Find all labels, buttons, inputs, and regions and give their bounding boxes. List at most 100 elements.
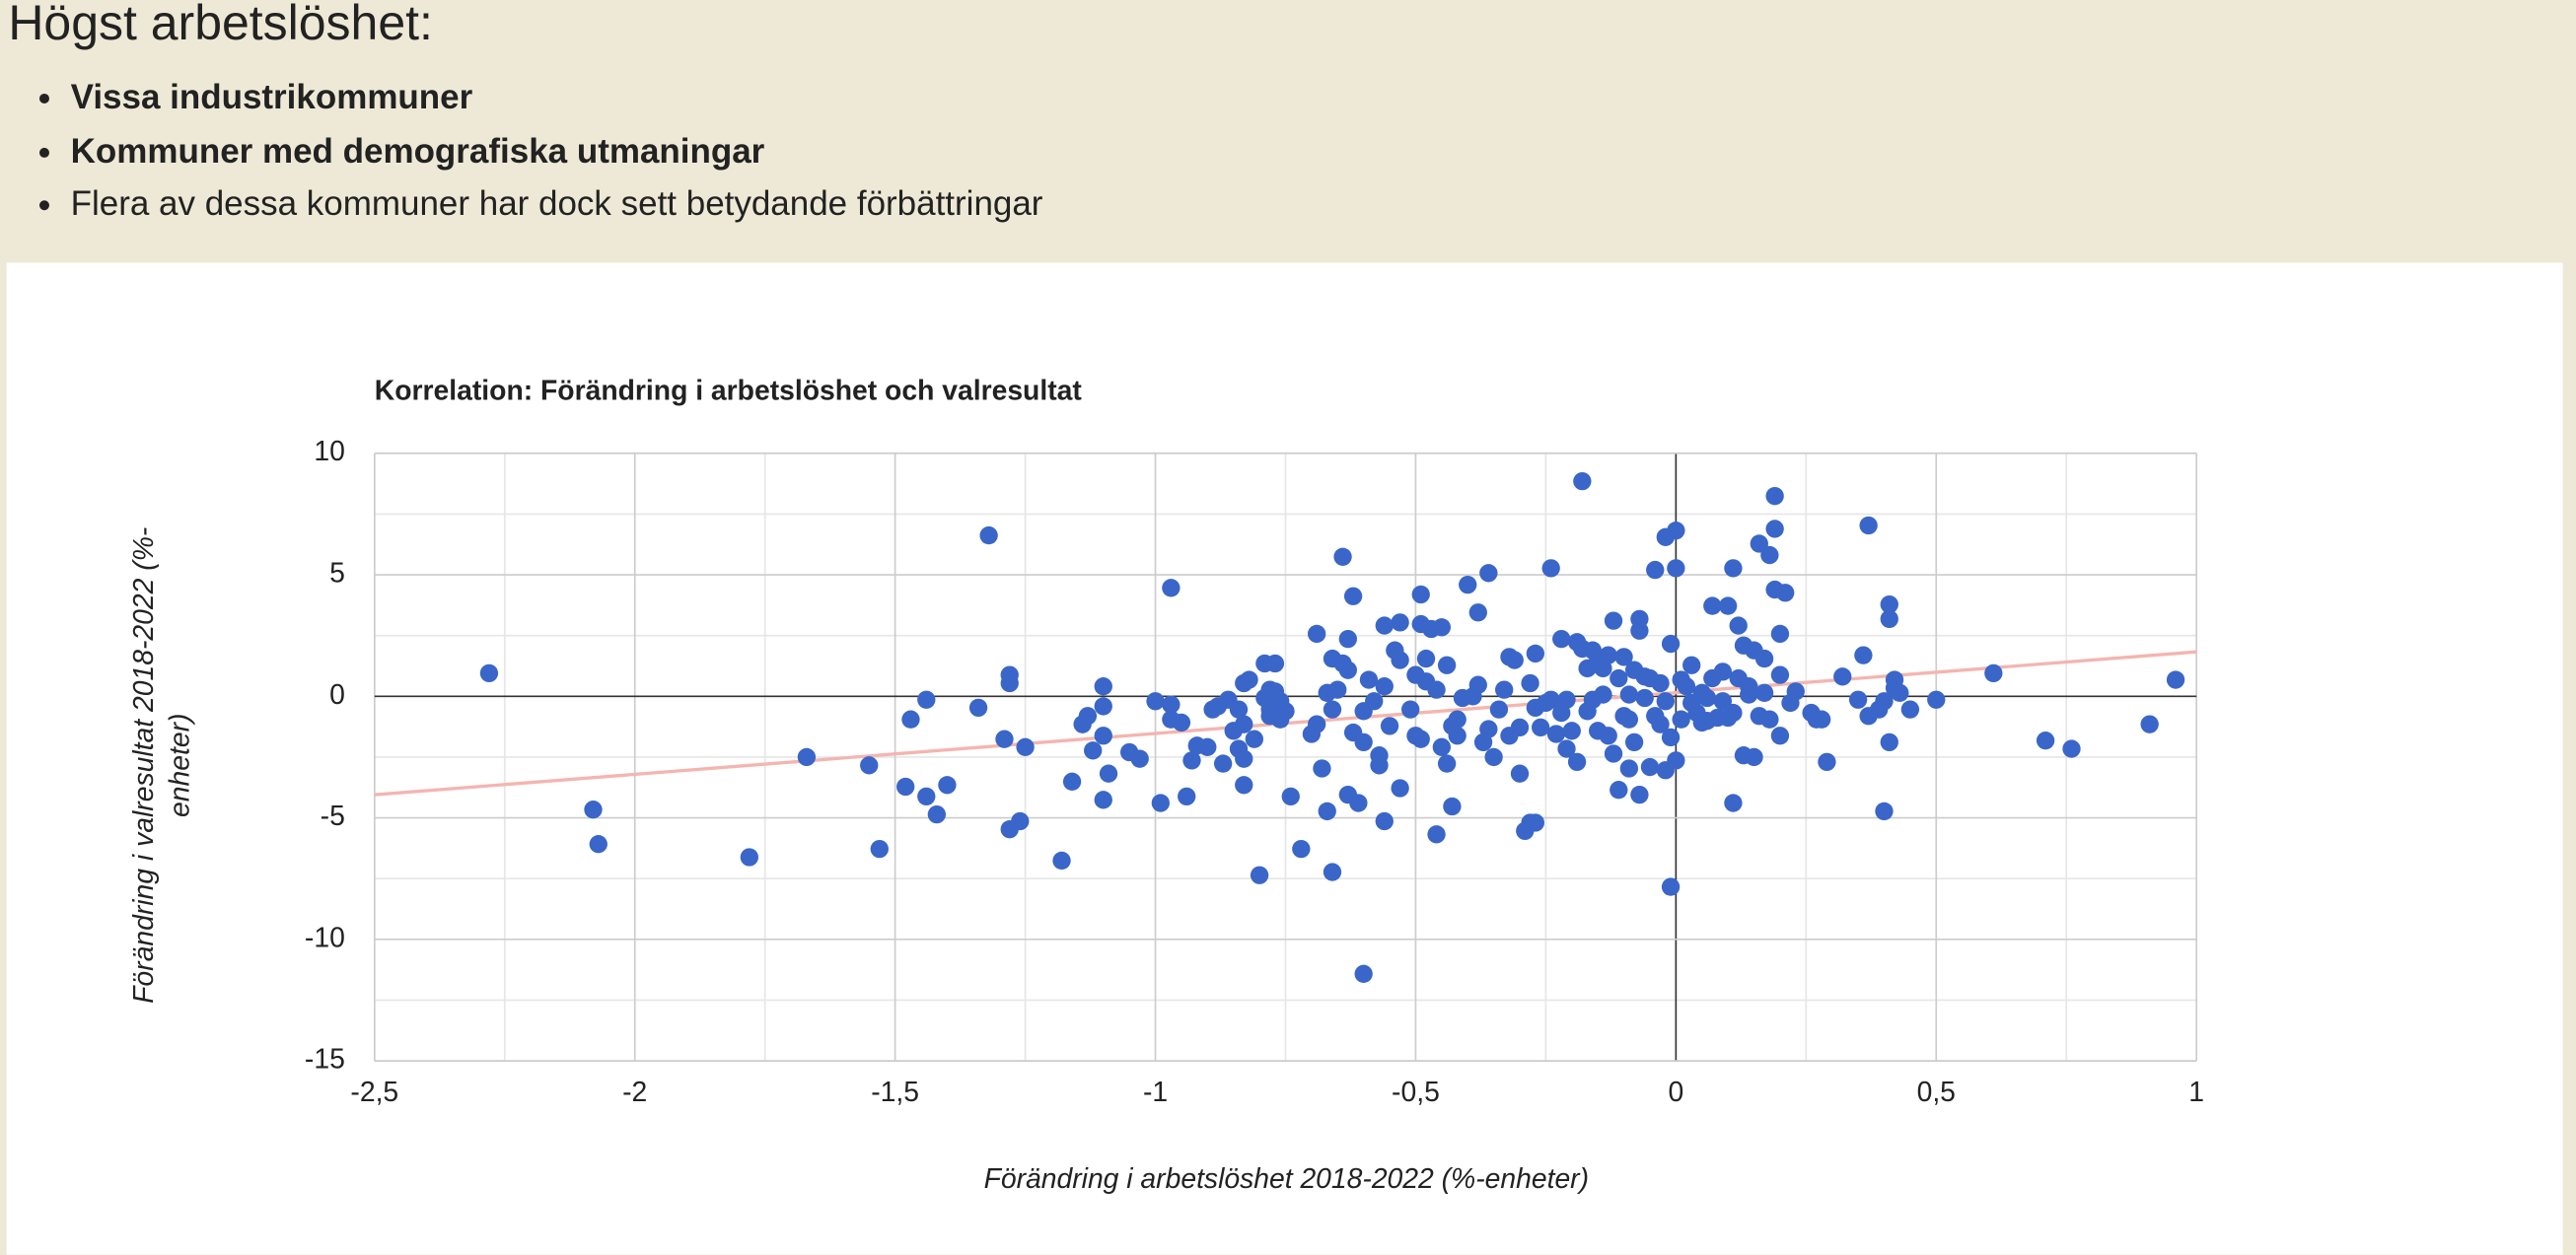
data-point xyxy=(479,663,499,683)
data-point xyxy=(1599,727,1617,745)
x-tick-label: -0,5 xyxy=(1392,1076,1440,1107)
data-point xyxy=(1713,662,1733,681)
data-point xyxy=(1776,584,1795,602)
data-point xyxy=(1437,656,1457,674)
data-point xyxy=(797,747,817,767)
data-point xyxy=(1391,779,1409,798)
data-point xyxy=(1604,744,1623,763)
bullet-item: Flera av dessa kommuner har dock sett be… xyxy=(71,179,1043,233)
data-point xyxy=(1307,624,1326,644)
data-point xyxy=(1359,670,1379,689)
data-point xyxy=(1318,802,1336,821)
data-point xyxy=(1651,715,1670,733)
data-point xyxy=(1468,675,1487,694)
data-point xyxy=(1333,547,1352,566)
data-point xyxy=(917,690,936,709)
data-point xyxy=(1178,787,1196,806)
data-point xyxy=(1448,727,1467,745)
data-point xyxy=(927,804,947,824)
data-point xyxy=(1427,825,1446,844)
data-point xyxy=(1573,471,1592,491)
data-point xyxy=(1880,594,1898,614)
data-point xyxy=(1521,673,1539,693)
data-point xyxy=(1740,677,1758,696)
data-point xyxy=(1448,710,1467,729)
x-tick-label: 1 xyxy=(2188,1076,2204,1107)
data-point xyxy=(1510,764,1530,783)
data-point xyxy=(1640,757,1660,777)
data-point xyxy=(1567,752,1587,772)
data-point xyxy=(1094,791,1112,809)
bullet-item: Vissa industrikommuner xyxy=(71,72,1043,125)
data-point xyxy=(1900,700,1920,719)
data-point xyxy=(1646,560,1665,580)
data-point xyxy=(1891,683,1909,703)
data-point xyxy=(1172,713,1191,732)
data-point xyxy=(1484,747,1503,767)
data-point xyxy=(1531,718,1550,737)
data-point xyxy=(860,756,879,775)
data-point xyxy=(1011,811,1030,831)
data-point xyxy=(2140,715,2159,733)
data-point xyxy=(584,801,603,819)
data-point xyxy=(1313,759,1331,778)
data-point xyxy=(1859,516,1878,535)
data-point xyxy=(1437,754,1457,773)
data-point xyxy=(1240,670,1258,689)
data-point xyxy=(1198,737,1217,756)
data-point xyxy=(1375,811,1394,831)
data-point xyxy=(1016,737,1035,756)
data-point xyxy=(1281,787,1300,806)
data-point xyxy=(1724,559,1743,578)
data-point xyxy=(1365,692,1384,711)
data-point xyxy=(1635,688,1654,708)
data-point xyxy=(1765,486,1784,506)
data-point xyxy=(1661,634,1681,654)
data-point xyxy=(1562,722,1581,740)
bullet-item: Kommuner med demografiska utmaningar xyxy=(71,125,1043,178)
data-point xyxy=(1505,651,1524,669)
x-tick-label: -1 xyxy=(1143,1076,1168,1107)
data-point xyxy=(1479,720,1498,738)
y-tick-label: 0 xyxy=(329,678,345,710)
data-point xyxy=(1703,596,1722,615)
data-point xyxy=(1765,520,1784,538)
data-point xyxy=(1745,747,1763,767)
data-point xyxy=(1349,794,1368,812)
data-point xyxy=(1526,644,1545,663)
data-point xyxy=(1718,596,1738,615)
y-tick-label: 10 xyxy=(314,435,344,466)
data-point xyxy=(1151,794,1170,812)
data-point xyxy=(1610,668,1628,688)
data-point xyxy=(1541,690,1560,709)
data-point xyxy=(1328,680,1347,699)
data-point xyxy=(1213,754,1233,773)
data-point xyxy=(2036,732,2055,750)
x-tick-label: 0 xyxy=(1668,1076,1683,1107)
data-point xyxy=(1875,802,1894,821)
data-point xyxy=(1084,741,1103,760)
data-point xyxy=(1667,559,1685,578)
data-point xyxy=(1786,682,1805,701)
data-point xyxy=(1182,751,1201,770)
data-point xyxy=(1667,521,1685,540)
data-point xyxy=(1619,710,1639,729)
data-point xyxy=(1724,703,1743,723)
data-point xyxy=(1094,677,1112,696)
data-point xyxy=(1984,663,2003,683)
data-point xyxy=(1245,730,1263,748)
data-point xyxy=(1323,700,1342,719)
data-point xyxy=(870,839,889,859)
data-point xyxy=(1880,732,1898,752)
data-point xyxy=(1770,727,1790,745)
data-point xyxy=(1416,649,1436,668)
data-point xyxy=(901,710,920,729)
data-point xyxy=(1661,877,1681,896)
data-point xyxy=(1875,692,1894,711)
data-point xyxy=(1391,651,1409,669)
data-point xyxy=(2062,739,2081,758)
bullet-list: Vissa industrikommunerKommuner med demog… xyxy=(0,72,1043,233)
data-point xyxy=(1880,609,1898,629)
data-point xyxy=(1094,727,1112,745)
